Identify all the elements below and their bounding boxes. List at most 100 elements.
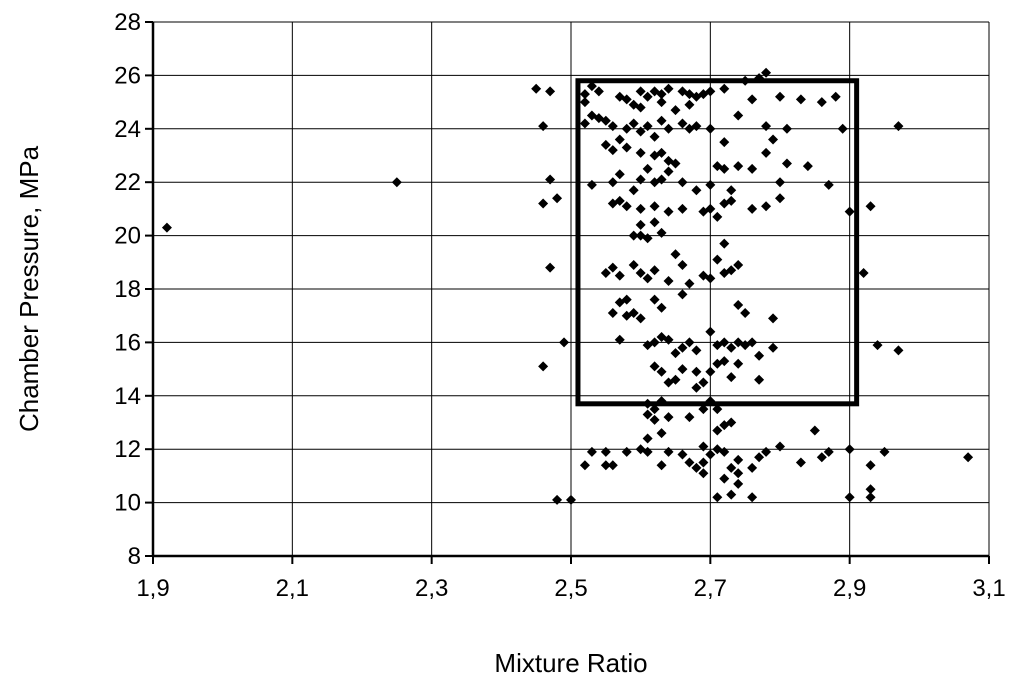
- data-point: [719, 137, 730, 148]
- data-point: [663, 334, 674, 345]
- data-point: [656, 302, 667, 313]
- highlight-box: [575, 78, 860, 407]
- data-point: [635, 203, 646, 214]
- data-point: [712, 358, 723, 369]
- data-point: [691, 345, 702, 356]
- data-point: [719, 83, 730, 94]
- y-axis-title: Chamber Pressure, MPa: [14, 145, 44, 432]
- data-point: [677, 203, 688, 214]
- data-point: [649, 201, 660, 212]
- data-point: [865, 492, 876, 503]
- y-tick-label: 10: [114, 490, 141, 517]
- data-point: [747, 163, 758, 174]
- data-point: [531, 83, 542, 94]
- data-point: [545, 86, 556, 97]
- data-point: [802, 161, 813, 172]
- data-point: [775, 441, 785, 452]
- data-point: [837, 123, 848, 134]
- data-point: [656, 227, 667, 238]
- y-tick-label: 18: [114, 276, 141, 303]
- data-point: [726, 265, 737, 276]
- data-point: [865, 460, 876, 471]
- data-point: [781, 158, 792, 169]
- data-point: [747, 492, 758, 503]
- y-tick-label: 14: [114, 383, 141, 410]
- data-point: [586, 81, 597, 92]
- data-point: [663, 123, 674, 134]
- data-point: [733, 300, 744, 311]
- data-point: [600, 460, 611, 471]
- data-points: [161, 67, 974, 505]
- data-point: [663, 275, 674, 286]
- data-point: [747, 203, 758, 214]
- data-point: [726, 195, 737, 206]
- data-point: [726, 372, 737, 383]
- x-tick-label: 2,9: [833, 575, 866, 602]
- data-point: [844, 206, 855, 217]
- data-point: [635, 126, 646, 137]
- x-tick-label: 2,5: [554, 575, 587, 602]
- data-point: [545, 262, 556, 273]
- data-point: [621, 142, 632, 153]
- data-point: [649, 265, 660, 276]
- data-point: [830, 91, 841, 102]
- data-point: [593, 86, 604, 97]
- data-point: [726, 417, 737, 428]
- data-point: [872, 340, 883, 351]
- data-point: [614, 334, 625, 345]
- data-point: [677, 118, 688, 129]
- data-point: [795, 457, 806, 468]
- data-point: [733, 161, 744, 172]
- data-point: [858, 267, 869, 278]
- data-point: [719, 238, 730, 249]
- data-point: [670, 374, 681, 385]
- data-point: [552, 494, 563, 505]
- data-point: [761, 121, 772, 132]
- data-point: [677, 289, 688, 300]
- data-point: [733, 110, 744, 121]
- data-point: [677, 177, 688, 188]
- data-point: [698, 404, 709, 415]
- data-point: [712, 425, 723, 436]
- data-point: [607, 145, 618, 156]
- x-tick-label: 3,1: [972, 575, 1005, 602]
- data-point: [628, 308, 639, 319]
- y-tick-label: 12: [114, 436, 141, 463]
- data-point: [768, 313, 779, 324]
- data-point: [656, 428, 667, 439]
- data-point: [691, 366, 702, 377]
- data-point: [747, 94, 758, 105]
- data-point: [607, 262, 618, 273]
- data-point: [684, 457, 695, 468]
- data-point: [747, 462, 758, 473]
- data-point: [642, 446, 653, 457]
- data-point: [691, 185, 702, 196]
- data-point: [726, 342, 737, 353]
- data-point: [747, 337, 758, 348]
- data-point: [733, 468, 744, 479]
- data-point: [670, 105, 681, 116]
- data-point: [823, 179, 834, 190]
- data-point: [775, 91, 785, 102]
- data-point: [621, 201, 632, 212]
- data-point: [635, 102, 646, 113]
- y-tick-label: 24: [114, 116, 141, 143]
- data-point: [677, 364, 688, 375]
- data-point: [712, 254, 723, 265]
- data-point: [670, 158, 681, 169]
- axes: [145, 21, 990, 564]
- data-point: [538, 121, 549, 132]
- data-point: [663, 412, 674, 423]
- data-point: [733, 478, 744, 489]
- data-point: [684, 412, 695, 423]
- data-point: [614, 195, 625, 206]
- data-point: [963, 452, 974, 463]
- data-point: [740, 308, 751, 319]
- data-point: [614, 270, 625, 281]
- data-point: [579, 118, 590, 129]
- data-point: [579, 460, 590, 471]
- data-point: [816, 452, 827, 463]
- data-point: [566, 494, 576, 505]
- data-point: [865, 484, 876, 495]
- data-point: [663, 206, 674, 217]
